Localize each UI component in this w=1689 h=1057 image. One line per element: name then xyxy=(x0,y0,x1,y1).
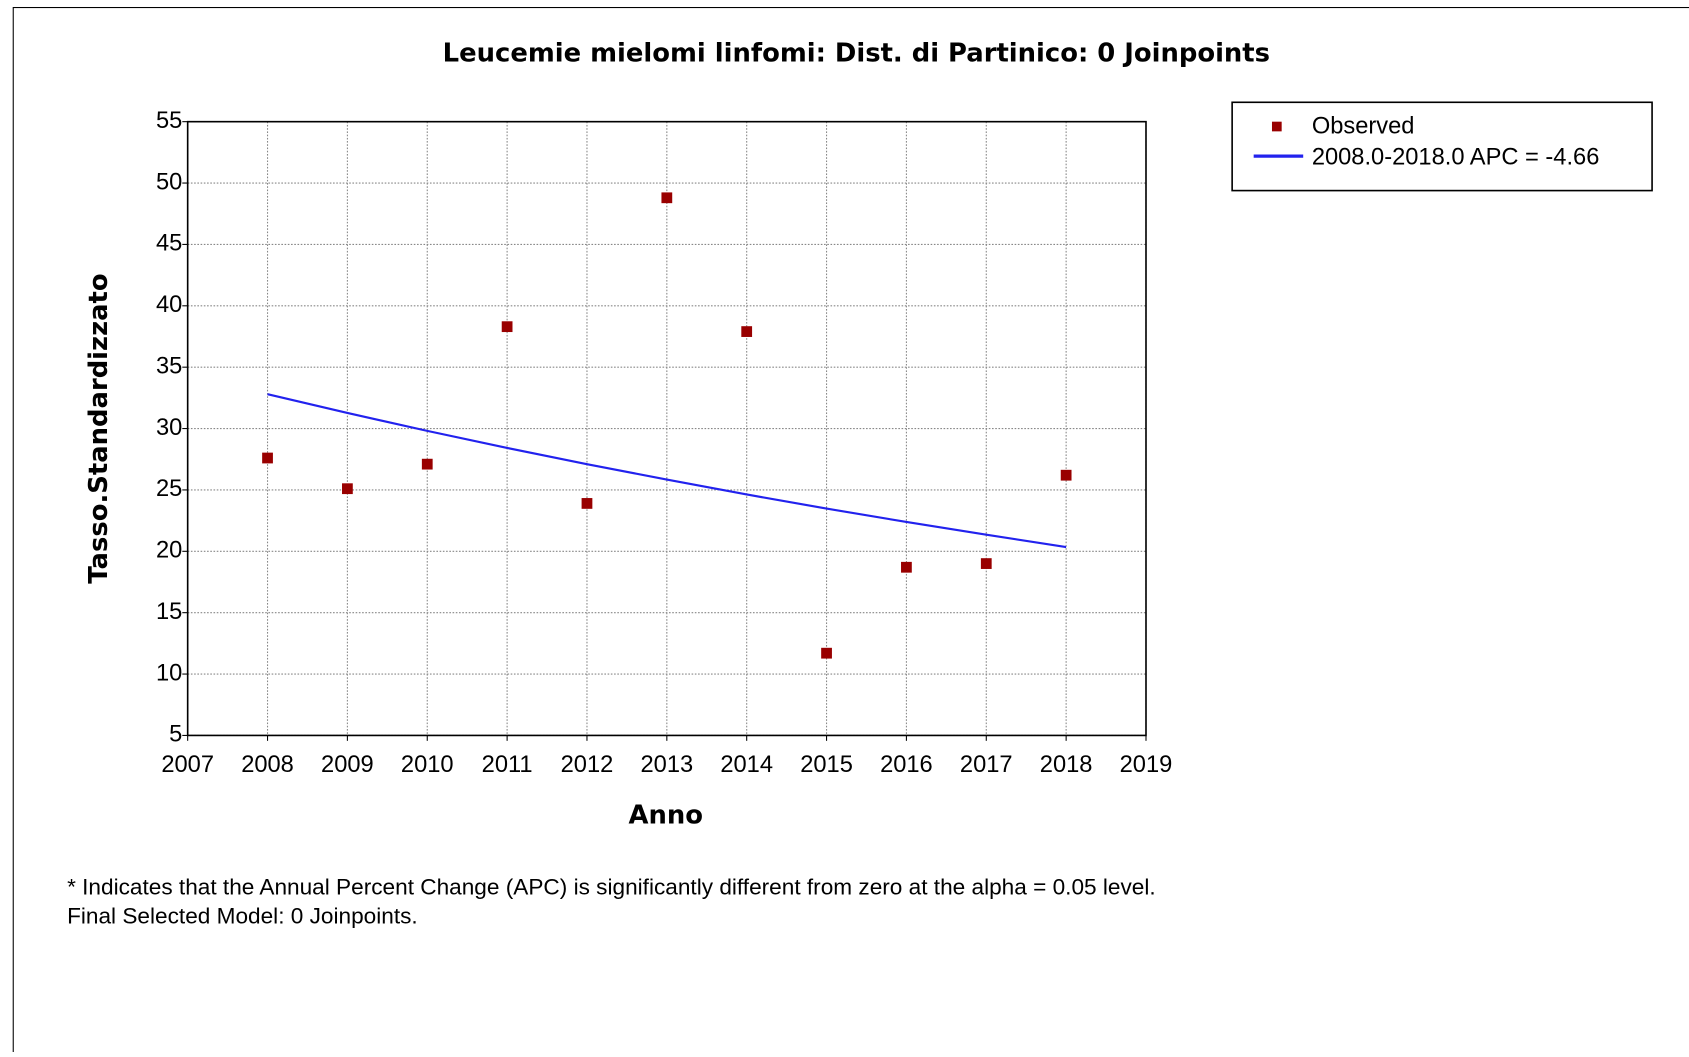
legend-label: Observed xyxy=(1312,113,1415,139)
legend-marker xyxy=(1271,121,1282,132)
x-tick-label: 2009 xyxy=(321,752,374,778)
x-axis-title: Anno xyxy=(628,801,703,831)
frame xyxy=(12,6,1689,1057)
note: Final Selected Model: 0 Joinpoints. xyxy=(67,903,418,928)
legend-box xyxy=(1231,101,1653,192)
x-tick-label: 2012 xyxy=(561,752,614,778)
x-tick-label: 2010 xyxy=(401,752,454,778)
point xyxy=(661,192,673,204)
y-tick-label: 45 xyxy=(156,231,182,257)
y-tick-label: 5 xyxy=(169,722,182,748)
chart-title: Leucemie mielomi linfomi: Dist. di Parti… xyxy=(443,38,1270,68)
point xyxy=(741,326,753,337)
y-tick-label: 10 xyxy=(156,660,182,686)
y-tick-label: 15 xyxy=(156,599,182,625)
point xyxy=(501,321,513,333)
point xyxy=(821,647,832,659)
y-tick-label: 20 xyxy=(156,538,182,564)
x-tick-label: 2007 xyxy=(161,752,214,778)
y-tick-label: 50 xyxy=(156,169,182,195)
point xyxy=(421,458,433,470)
note: * Indicates that the Annual Percent Chan… xyxy=(67,874,1156,899)
x-tick-label: 2019 xyxy=(1120,752,1173,778)
x-tick-label: 2013 xyxy=(640,752,693,778)
y-tick-label: 25 xyxy=(156,476,182,502)
x-tick-label: 2011 xyxy=(482,752,533,778)
trend-line xyxy=(267,393,1067,549)
x-tick-label: 2016 xyxy=(880,752,933,778)
x-tick-label: 2014 xyxy=(720,752,773,778)
point xyxy=(980,558,992,569)
point xyxy=(262,452,273,464)
x-tick-label: 2017 xyxy=(960,752,1013,778)
point xyxy=(581,498,593,509)
plot-area xyxy=(186,120,1147,737)
y-tick-label: 35 xyxy=(156,353,182,379)
y-axis-title: Tasso.Standardizzato xyxy=(84,273,114,583)
y-tick-label: 55 xyxy=(156,108,182,134)
x-tick-label: 2018 xyxy=(1040,752,1093,778)
point xyxy=(1060,469,1072,481)
legend-label: 2008.0-2018.0 APC = -4.66 xyxy=(1312,145,1600,171)
y-tick-label: 40 xyxy=(156,292,182,318)
point xyxy=(901,561,912,573)
x-tick-label: 2008 xyxy=(241,752,294,778)
y-tick-label: 30 xyxy=(156,415,182,441)
x-tick-label: 2015 xyxy=(800,752,853,778)
point xyxy=(342,483,353,495)
